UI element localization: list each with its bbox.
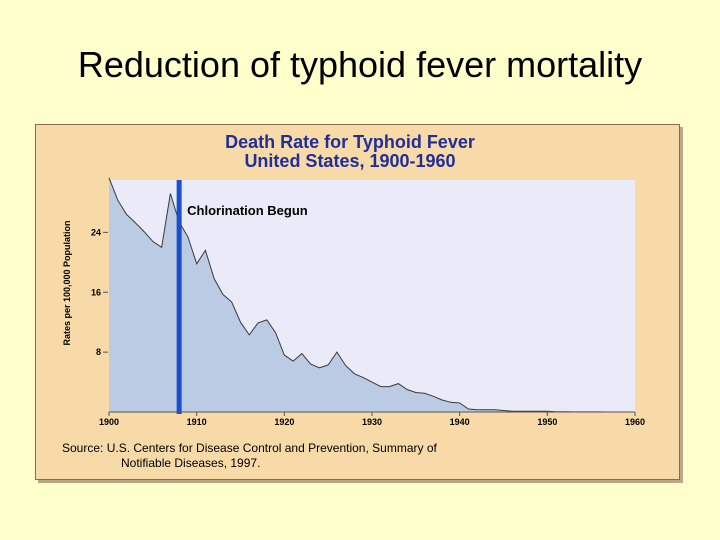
series-area [109,177,635,412]
y-axis-ticks: 8 16 24 [91,227,108,357]
x-tick-label-1900: 1900 [99,417,119,427]
chart-figure: 1900 1910 1920 1930 1940 1950 1960 8 16 24 Death… [35,124,680,480]
y-axis-label: Rates per 100,000 Population [62,220,72,345]
x-tick-label-1950: 1950 [537,417,557,427]
y-tick-label-24: 24 [91,227,101,237]
source-line-2: Notifiable Diseases, 1997. [121,456,260,470]
chart-title: Death Rate for Typhoid Fever [225,132,475,152]
chart-subtitle: United States, 1900-1960 [244,151,455,171]
x-tick-label-1930: 1930 [362,417,382,427]
x-tick-label-1920: 1920 [274,417,294,427]
series-line [108,177,635,413]
chart-svg: 1900 1910 1920 1930 1940 1950 1960 8 16 24 Death… [62,132,645,470]
y-tick-label-16: 16 [91,287,101,297]
x-tick-label-1940: 1940 [450,417,470,427]
x-axis-ticks: 1900 1910 1920 1930 1940 1950 1960 [99,412,645,427]
slide-title: Reduction of typhoid fever mortality [77,44,643,85]
source-line-1: Source: U.S. Centers for Disease Control… [62,441,437,455]
x-tick-label-1960: 1960 [625,417,645,427]
y-tick-label-8: 8 [96,347,101,357]
chlorination-label: Chlorination Begun [187,203,308,218]
x-tick-label-1910: 1910 [187,417,207,427]
